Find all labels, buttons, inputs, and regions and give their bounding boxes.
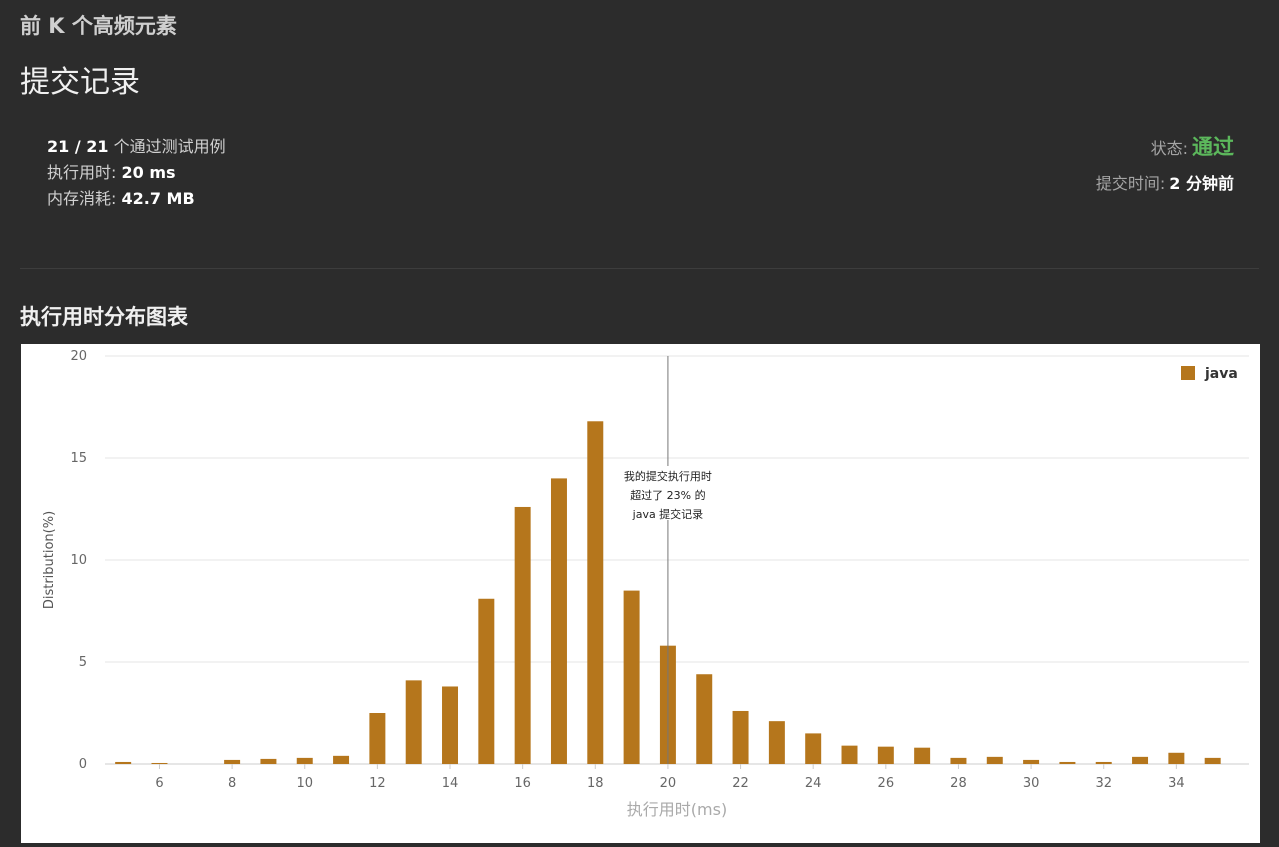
y-tick-label: 20	[70, 349, 87, 364]
status-label: 状态:	[1150, 139, 1188, 158]
bar	[296, 757, 313, 764]
runtime-line: 执行用时: 20 ms	[47, 160, 226, 186]
memory-value: 42.7 MB	[121, 189, 195, 208]
bar	[333, 755, 350, 764]
memory-line: 内存消耗: 42.7 MB	[47, 186, 226, 212]
bar	[514, 506, 531, 764]
x-tick-label: 18	[587, 776, 604, 791]
x-tick-label: 28	[950, 776, 967, 791]
runtime-value: 20 ms	[121, 163, 176, 182]
bar	[224, 759, 241, 764]
bar	[732, 710, 749, 764]
x-tick-label: 32	[1095, 776, 1112, 791]
divider	[20, 268, 1259, 269]
x-tick-label: 10	[296, 776, 313, 791]
bar	[1168, 752, 1185, 764]
bar	[877, 746, 894, 764]
status-badge: 通过	[1192, 135, 1234, 159]
bar	[1095, 761, 1112, 764]
annotation-text: 我的提交执行用时	[624, 469, 712, 483]
x-tick-label: 34	[1168, 776, 1185, 791]
x-axis-title: 执行用时(ms)	[627, 800, 727, 819]
bar	[151, 762, 168, 764]
bar	[768, 721, 785, 764]
x-tick-label: 14	[442, 776, 459, 791]
chart-grid	[105, 355, 1249, 765]
bar	[623, 590, 640, 764]
bar	[1059, 761, 1076, 764]
x-tick-label: 30	[1023, 776, 1040, 791]
bar	[587, 421, 604, 764]
y-tick-label: 0	[79, 757, 87, 772]
bar	[260, 758, 277, 764]
x-tick-label: 16	[514, 776, 531, 791]
submit-time-value: 2 分钟前	[1169, 174, 1234, 193]
chart-legend[interactable]: java	[1181, 366, 1238, 382]
bar	[805, 733, 822, 764]
submit-time-label: 提交时间:	[1095, 174, 1166, 193]
chart-bars	[115, 421, 1221, 764]
bar	[369, 713, 386, 764]
status-row: 状态: 通过	[1096, 130, 1234, 164]
legend-label: java	[1204, 366, 1238, 382]
status-block: 状态: 通过 提交时间: 2 分钟前	[1096, 130, 1234, 198]
runtime-label: 执行用时:	[47, 163, 122, 182]
bar	[696, 674, 713, 764]
testcases-line: 21 / 21 个通过测试用例	[47, 134, 226, 160]
y-axis-title: Distribution(%)	[42, 511, 57, 609]
y-tick-label: 10	[70, 553, 87, 568]
annotation-background	[613, 466, 722, 520]
x-tick-label: 8	[228, 776, 236, 791]
x-tick-label: 26	[878, 776, 895, 791]
bar	[914, 747, 931, 764]
submission-stats: 21 / 21 个通过测试用例 执行用时: 20 ms 内存消耗: 42.7 M…	[47, 134, 226, 212]
bar	[950, 757, 967, 764]
bar	[1132, 756, 1149, 764]
x-tick-label: 12	[369, 776, 386, 791]
y-tick-label: 5	[79, 655, 87, 670]
x-tick-label: 24	[805, 776, 822, 791]
chart-axes: 0 5 10 15 20 6 8 10 12 14 16 18 20 22 24 26 28 30 32 34	[70, 349, 1184, 791]
runtime-distribution-chart[interactable]: 我的提交执行用时 超过了 23% 的 java 提交记录 0 5 10 15 20 6 8 10 1…	[21, 344, 1260, 843]
legend-swatch	[1181, 366, 1195, 380]
distribution-section-title: 执行用时分布图表	[20, 305, 188, 329]
bar	[442, 686, 459, 764]
problem-title[interactable]: 前 K 个高频元素	[20, 14, 177, 38]
bar	[478, 598, 495, 764]
bar	[405, 680, 422, 764]
page-title: 提交记录	[20, 65, 140, 100]
annotation-text: 超过了 23% 的	[630, 488, 705, 502]
annotation-text: java 提交记录	[632, 507, 704, 521]
submit-time-row: 提交时间: 2 分钟前	[1096, 170, 1234, 198]
testcases-passed: 21 / 21	[47, 137, 109, 156]
bar	[1023, 759, 1040, 764]
bar	[115, 761, 132, 764]
testcases-suffix: 个通过测试用例	[108, 137, 226, 156]
x-tick-label: 22	[732, 776, 749, 791]
y-tick-label: 15	[70, 451, 87, 466]
bar	[1204, 757, 1221, 764]
memory-label: 内存消耗:	[47, 189, 122, 208]
bar	[986, 756, 1003, 764]
x-tick-label: 6	[155, 776, 163, 791]
bar	[841, 745, 858, 764]
x-tick-label: 20	[660, 776, 677, 791]
bar	[550, 478, 567, 764]
